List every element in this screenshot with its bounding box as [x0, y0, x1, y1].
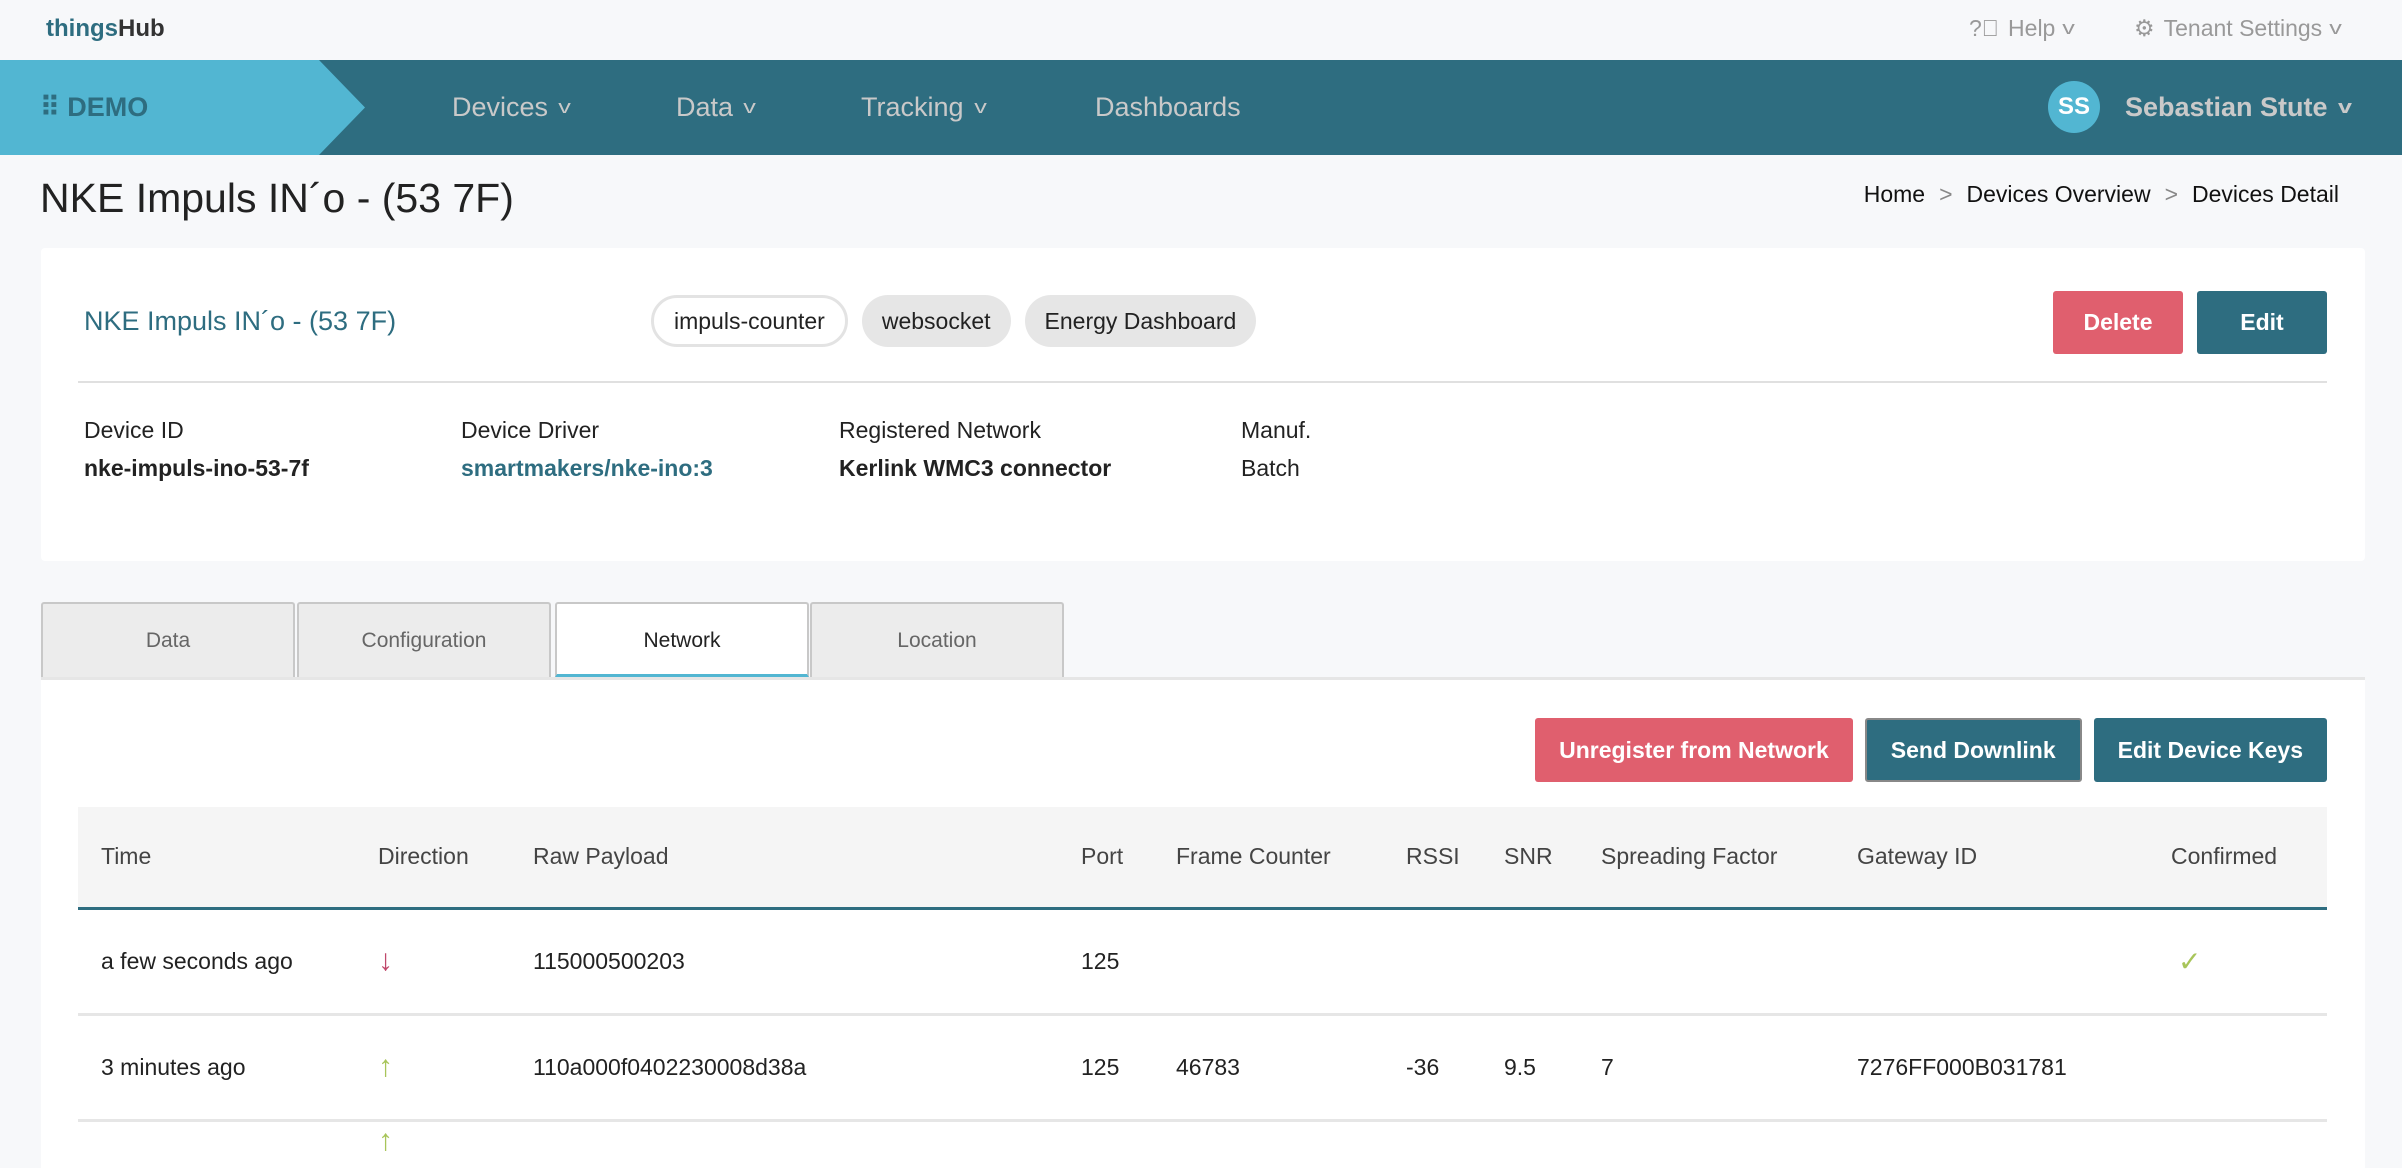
col-raw-payload: Raw Payload	[510, 807, 1058, 910]
chevron-down-icon: v	[558, 97, 571, 117]
col-gateway-id: Gateway ID	[1834, 807, 2148, 910]
unregister-button[interactable]: Unregister from Network	[1535, 718, 1853, 782]
tab-data[interactable]: Data	[41, 602, 295, 677]
nav-devices[interactable]: Devices v	[452, 92, 571, 122]
chevron-down-icon: v	[973, 97, 987, 117]
tab-location[interactable]: Location	[810, 602, 1064, 677]
nav-data[interactable]: Data v	[676, 92, 756, 122]
delete-button[interactable]: Delete	[2053, 291, 2183, 354]
table-row: ↑	[78, 1120, 2327, 1156]
chevron-down-icon: v	[2062, 18, 2076, 38]
tab-configuration[interactable]: Configuration	[297, 602, 551, 677]
manufacturer-value: Batch	[1241, 455, 1300, 481]
tenant-settings-menu[interactable]: ⚙ Tenant Settings v	[2134, 15, 2342, 41]
col-spreading-factor: Spreading Factor	[1578, 807, 1834, 910]
network-actions: Unregister from Network Send Downlink Ed…	[1535, 718, 2327, 782]
arrow-down-icon: ↓	[378, 944, 393, 977]
send-downlink-button[interactable]: Send Downlink	[1864, 718, 2082, 782]
field-label: Device Driver	[461, 417, 600, 443]
chevron-down-icon: v	[2329, 18, 2342, 38]
table-row: a few seconds ago ↓ 115000500203 125 ✓	[78, 908, 2327, 1016]
tab-network[interactable]: Network	[555, 602, 809, 677]
registered-network-value: Kerlink WMC3 connector	[839, 455, 1112, 481]
tag-list: impuls-counter websocket Energy Dashboar…	[651, 295, 1257, 347]
arrow-up-icon: ↑	[378, 1123, 393, 1157]
grid-icon: ⠿	[40, 92, 68, 122]
device-name: NKE Impuls IN´o - (53 7F)	[84, 306, 397, 336]
logo[interactable]: thingsHub	[46, 15, 165, 42]
nav-dashboards[interactable]: Dashboards	[1095, 92, 1241, 122]
arrow-up-icon: ↑	[378, 1050, 393, 1083]
breadcrumb-home[interactable]: Home	[1863, 181, 1926, 207]
col-frame-counter: Frame Counter	[1153, 807, 1383, 910]
col-rssi: RSSI	[1383, 807, 1481, 910]
col-direction: Direction	[355, 807, 510, 910]
page-title: NKE Impuls IN´o - (53 7F)	[40, 175, 514, 221]
tenant-brand[interactable]: ⠿ DEMO	[0, 60, 365, 155]
col-time: Time	[78, 807, 355, 910]
divider	[78, 381, 2327, 383]
help-icon: ?⃝	[1969, 15, 2000, 41]
uplink-downlink-table: Time Direction Raw Payload Port Frame Co…	[78, 807, 2327, 1156]
tag[interactable]: impuls-counter	[651, 295, 848, 347]
check-icon: ✓	[2178, 945, 2202, 977]
device-driver-link[interactable]: smartmakers/nke-ino:3	[461, 455, 713, 481]
tag[interactable]: Energy Dashboard	[1024, 295, 1257, 347]
tag[interactable]: websocket	[861, 295, 1011, 347]
breadcrumb: Home > Devices Overview > Devices Detail	[1863, 181, 2339, 207]
table-row: 3 minutes ago ↑ 110a000f0402230008d38a 1…	[78, 1014, 2327, 1122]
help-menu[interactable]: ?⃝ Help v	[1969, 15, 2076, 41]
col-snr: SNR	[1481, 807, 1578, 910]
col-confirmed: Confirmed	[2148, 807, 2327, 910]
edit-button[interactable]: Edit	[2197, 291, 2327, 354]
device-id-value: nke-impuls-ino-53-7f	[84, 455, 309, 481]
chevron-down-icon: v	[743, 97, 756, 117]
avatar[interactable]: SS	[2048, 81, 2100, 133]
device-card: NKE Impuls IN´o - (53 7F) impuls-counter…	[41, 248, 2365, 561]
field-label: Registered Network	[839, 417, 1041, 443]
breadcrumb-devices-detail: Devices Detail	[2192, 181, 2339, 207]
main-nav: ⠿ DEMO Devices v Data v Tracking v Dashboar…	[0, 60, 2402, 155]
user-menu[interactable]: Sebastian Stute v	[2125, 92, 2352, 122]
field-label: Manuf.	[1241, 417, 1312, 443]
edit-device-keys-button[interactable]: Edit Device Keys	[2093, 718, 2327, 782]
breadcrumb-devices-overview[interactable]: Devices Overview	[1966, 181, 2151, 207]
gear-icon: ⚙	[2134, 15, 2155, 41]
nav-tracking[interactable]: Tracking v	[861, 92, 987, 122]
col-port: Port	[1058, 807, 1153, 910]
chevron-down-icon: v	[2337, 97, 2352, 117]
field-label: Device ID	[84, 417, 184, 443]
